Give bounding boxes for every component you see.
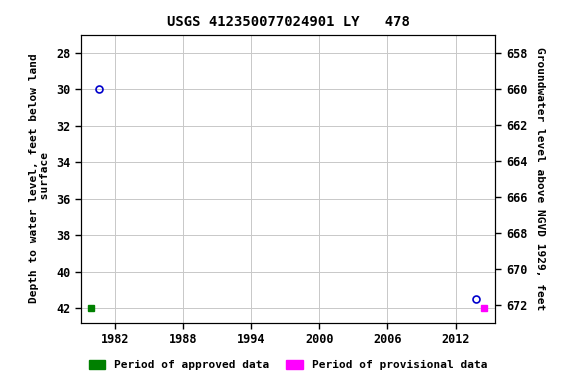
Y-axis label: Depth to water level, feet below land
 surface: Depth to water level, feet below land su… xyxy=(29,54,51,303)
Y-axis label: Groundwater level above NGVD 1929, feet: Groundwater level above NGVD 1929, feet xyxy=(536,47,545,310)
Title: USGS 412350077024901 LY   478: USGS 412350077024901 LY 478 xyxy=(166,15,410,29)
Legend: Period of approved data, Period of provisional data: Period of approved data, Period of provi… xyxy=(84,355,492,375)
